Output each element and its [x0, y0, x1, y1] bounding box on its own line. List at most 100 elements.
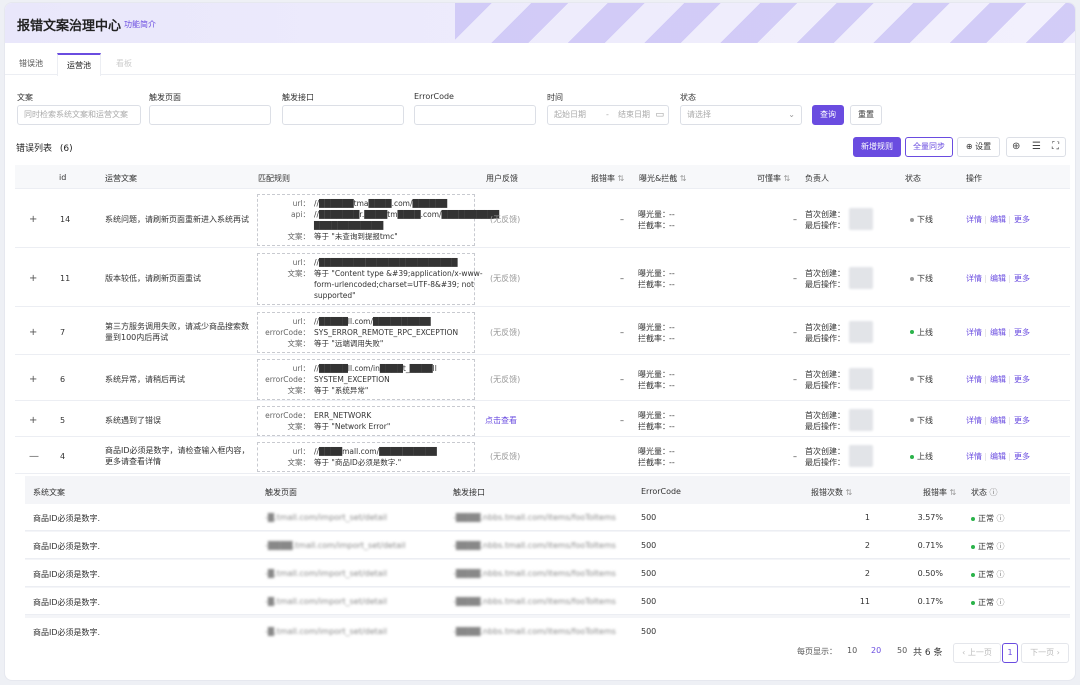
start-date-placeholder: 起始日期 — [554, 110, 586, 119]
rule-value: 等于 "远端调用失败" — [314, 339, 384, 348]
divider: | — [984, 415, 987, 425]
divider: | — [1008, 374, 1011, 384]
sub-count: 11 — [859, 597, 870, 606]
next-page-button[interactable]: 下一页 › — [1021, 643, 1069, 663]
sync-all-button[interactable]: 全量同步 — [905, 137, 953, 157]
rule-key: errorCode： — [265, 375, 310, 384]
detail-link[interactable]: 详情 — [966, 274, 982, 283]
total-count: 共 6 条 — [913, 648, 943, 658]
sub-table-header: 系统文案 触发页面 触发接口 ErrorCode 报错次数 ⇅ 报错率 ⇅ 状态… — [25, 476, 1070, 504]
sub-status: 正常 ⓘ — [971, 597, 1005, 608]
sub-table-row: 商品ID必须是数字. -█.tmall.com/import_set/detai… — [25, 560, 1070, 587]
edit-link[interactable]: 编辑 — [990, 452, 1006, 461]
col-exposure[interactable]: 曝光&拦截 ⇅ — [639, 173, 687, 184]
tab-bar: 错误池 运营池 看板 — [5, 53, 1075, 76]
copy-search-input[interactable]: 同时检索系统文案和运营文案 — [17, 105, 141, 125]
more-link[interactable]: 更多 — [1014, 374, 1030, 384]
errorcode-input[interactable] — [414, 105, 536, 125]
sub-col-copy: 系统文案 — [33, 488, 65, 497]
col-feedback: 用户反馈 — [486, 174, 518, 183]
detail-link[interactable]: 详情 — [966, 215, 982, 224]
status-select[interactable]: 请选择 ⌄ — [680, 105, 802, 125]
rule-value: 等于 "商品ID必须是数字." — [314, 458, 402, 467]
rule-box: url： //█████ll.com/██████████ errorCode： SY… — [257, 312, 475, 353]
edit-link[interactable]: 编辑 — [990, 274, 1006, 283]
tab-ops-pool[interactable]: 运营池 — [57, 53, 101, 76]
feedback-link[interactable]: 点击查看 — [485, 415, 517, 425]
divider: | — [1008, 274, 1011, 283]
expanded-sub-table: 系统文案 触发页面 触发接口 ErrorCode 报错次数 ⇅ 报错率 ⇅ 状态… — [25, 476, 1070, 640]
date-range-picker[interactable]: 起始日期 - 结束日期 ▭ — [547, 105, 669, 125]
page-size-20[interactable]: 20 — [871, 646, 882, 655]
edit-link[interactable]: 编辑 — [990, 215, 1006, 224]
divider: | — [984, 327, 987, 337]
detail-link[interactable]: 详情 — [966, 327, 982, 337]
more-link[interactable]: 更多 — [1014, 215, 1030, 224]
more-link[interactable]: 更多 — [1014, 452, 1030, 461]
add-rule-button[interactable]: 新增规则 — [853, 137, 901, 157]
expand-toggle[interactable]: + — [29, 214, 38, 225]
expand-toggle[interactable]: + — [29, 373, 38, 385]
expand-toggle[interactable]: + — [29, 414, 38, 426]
expand-toggle[interactable]: + — [29, 326, 38, 338]
expand-toggle[interactable]: — — [29, 451, 39, 462]
column-width-icon[interactable]: ⊕ — [1012, 141, 1021, 152]
prev-page-button[interactable]: ‹ 上一页 — [953, 643, 1001, 663]
more-link[interactable]: 更多 — [1014, 415, 1030, 425]
rule-key: url： — [292, 199, 310, 208]
rule-value: supported" — [314, 291, 356, 300]
sub-col-rate[interactable]: 报错率 ⇅ — [923, 487, 956, 498]
more-link[interactable]: 更多 — [1014, 274, 1030, 283]
understand-rate: – — [793, 327, 797, 337]
expand-toggle[interactable]: + — [29, 273, 38, 284]
intercept-label: 拦截率： — [638, 380, 670, 390]
col-owner: 负责人 — [805, 174, 829, 183]
reset-button[interactable]: 重置 — [850, 105, 882, 125]
rule-key: 文案： — [287, 269, 311, 278]
status-dot — [910, 217, 914, 222]
sort-icon: ⇅ — [845, 488, 853, 497]
settings-button[interactable]: ⊕ 设置 — [957, 137, 1000, 157]
col-understand-rate[interactable]: 可懂率 ⇅ — [757, 173, 790, 184]
status-badge: 上线 — [910, 327, 933, 338]
sub-rate: 0.71% — [917, 541, 943, 550]
rule-line: supported" — [262, 290, 470, 301]
rule-value: //██████tma████.com/██████ — [314, 199, 448, 208]
exposure-value: -- — [669, 269, 675, 278]
page-1-button[interactable]: 1 — [1002, 643, 1018, 663]
intro-link[interactable]: 功能简介 — [124, 20, 156, 29]
tab-dashboard[interactable]: 看板 — [116, 59, 132, 68]
understand-rate: – — [793, 274, 797, 283]
edit-link[interactable]: 编辑 — [990, 327, 1006, 337]
query-button[interactable]: 查询 — [812, 105, 844, 125]
sub-col-errorcode: ErrorCode — [641, 487, 681, 496]
status-badge: 下线 — [910, 374, 933, 385]
table-row: + 11 版本较低，请刷新页面重试 url： //████████████████… — [15, 249, 1070, 307]
banner-stripes — [455, 3, 1075, 43]
density-icon[interactable]: ☰ — [1032, 141, 1041, 152]
sub-col-count[interactable]: 报错次数 ⇅ — [811, 487, 852, 498]
edit-link[interactable]: 编辑 — [990, 374, 1006, 384]
sort-icon: ⇅ — [679, 174, 687, 183]
tab-error-pool[interactable]: 错误池 — [19, 59, 43, 68]
intercept-label: 拦截率： — [638, 280, 670, 289]
chevron-right-icon: › — [1054, 648, 1060, 657]
op-copy: 系统异常，请稍后再试 — [105, 374, 185, 384]
col-error-rate[interactable]: 报错率 ⇅ — [591, 173, 624, 184]
page-size-50[interactable]: 50 — [897, 646, 908, 655]
detail-link[interactable]: 详情 — [966, 374, 982, 384]
api-input[interactable] — [282, 105, 404, 125]
sort-icon: ⇅ — [783, 174, 791, 183]
page-size-10[interactable]: 10 — [847, 646, 858, 655]
fullscreen-icon[interactable]: ⛶ — [1052, 141, 1059, 152]
page-input[interactable] — [149, 105, 271, 125]
detail-link[interactable]: 详情 — [966, 452, 982, 461]
more-link[interactable]: 更多 — [1014, 327, 1030, 337]
rule-key: url： — [292, 364, 310, 373]
edit-link[interactable]: 编辑 — [990, 415, 1006, 425]
col-error-rate-label: 报错率 — [591, 174, 615, 183]
detail-link[interactable]: 详情 — [966, 415, 982, 425]
divider: | — [1008, 452, 1011, 461]
rule-line: url： //██████tma████.com/██████ — [262, 198, 470, 209]
status-badge: 下线 — [910, 415, 933, 426]
